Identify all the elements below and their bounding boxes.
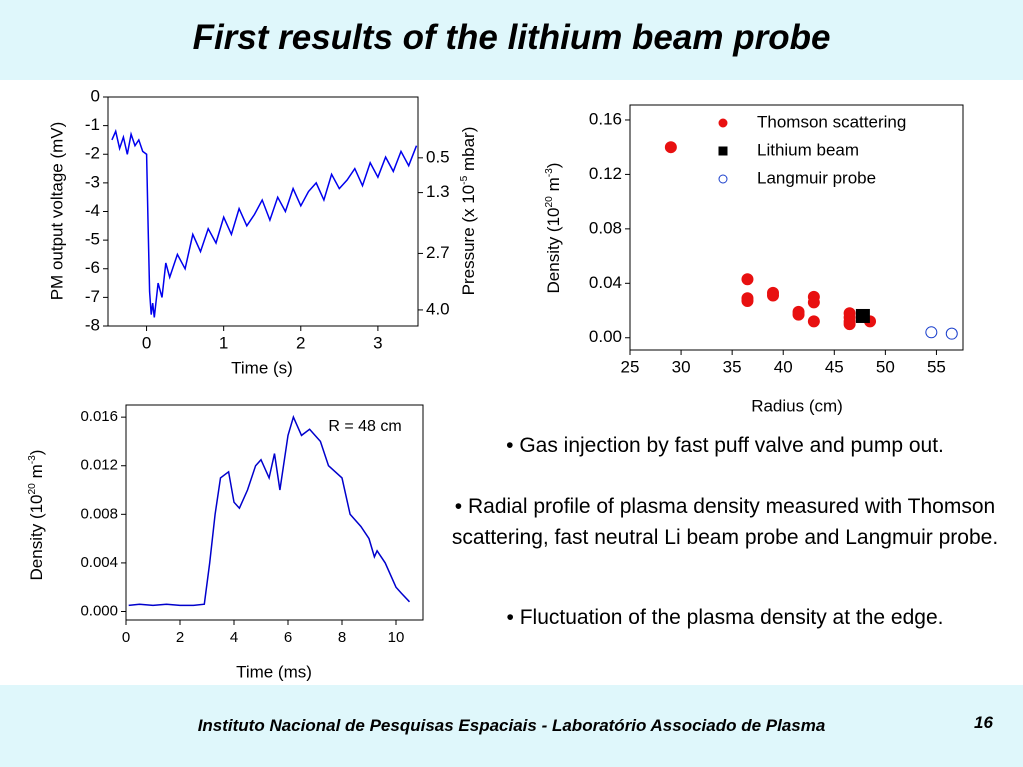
marker <box>945 327 958 340</box>
x-tick-label: 1 <box>219 333 228 352</box>
plot-frame <box>125 404 424 621</box>
x-tick-label: 0 <box>122 629 130 646</box>
axis-label-part: 20 <box>27 483 38 495</box>
x-tick-label: 25 <box>621 357 640 376</box>
legend-marker <box>718 174 728 184</box>
legend-label: Langmuir probe <box>757 168 876 187</box>
axis-label-part: ) <box>27 450 46 456</box>
y-tick-label: -3 <box>85 172 100 191</box>
marker <box>792 308 805 321</box>
axis-label: Time (ms) <box>236 662 312 681</box>
y-tick-label: -1 <box>85 115 100 134</box>
y-tick-label: -4 <box>85 201 100 220</box>
line <box>111 128 418 318</box>
legend-label: Thomson scattering <box>757 112 906 131</box>
bullet: • Gas injection by fast puff valve and p… <box>506 434 944 457</box>
y-tick-label: 0.04 <box>589 273 622 292</box>
y-tick-label: 0.008 <box>80 505 118 522</box>
axis-label: Density (1020 m-3) <box>27 450 46 581</box>
x-tick-label: 2 <box>176 629 184 646</box>
marker <box>664 141 677 154</box>
axis-label-part: ) <box>544 163 563 169</box>
x-tick-label: 45 <box>825 357 844 376</box>
legend-marker <box>718 146 728 156</box>
y-tick-label: -7 <box>85 287 100 306</box>
x-tick-label: 2 <box>296 333 305 352</box>
y-tick-label: -2 <box>85 144 100 163</box>
footer: Instituto Nacional de Pesquisas Espaciai… <box>197 716 826 735</box>
y2-tick-label: 2.7 <box>426 243 450 262</box>
axis-label-part: m <box>27 464 46 483</box>
x-tick-label: 6 <box>284 629 292 646</box>
x-tick-label: 50 <box>876 357 895 376</box>
y-tick-label: 0.016 <box>80 408 118 425</box>
marker <box>741 295 754 307</box>
y-tick-label: 0 <box>91 86 100 105</box>
y-tick-label: 0.08 <box>589 218 622 237</box>
x-tick-label: 3 <box>373 333 382 352</box>
marker <box>807 296 820 309</box>
annotation: R = 48 cm <box>328 418 401 435</box>
x-tick-label: 0 <box>142 333 151 352</box>
axis-label: PM output voltage (mV) <box>47 122 66 301</box>
y2-tick-label: 0.5 <box>426 147 450 166</box>
bullet: • Fluctuation of the plasma density at t… <box>506 606 944 629</box>
x-tick-label: 30 <box>672 357 691 376</box>
y-tick-label: 0.012 <box>80 457 118 474</box>
y-tick-label: 0.000 <box>80 602 118 619</box>
axis-label-part: Pressure (x 10 <box>459 185 478 296</box>
axis-label-part: -3 <box>544 168 555 177</box>
axis-label-part: m <box>544 177 563 196</box>
axis-label: Density (1020 m-3) <box>544 163 563 294</box>
marker <box>807 315 820 328</box>
y-tick-label: -8 <box>85 315 100 334</box>
line <box>128 414 411 607</box>
x-tick-label: 8 <box>338 629 346 646</box>
axis-label-part: 20 <box>544 196 555 208</box>
x-tick-label: 40 <box>774 357 793 376</box>
axis-label-part: Density (10 <box>544 207 563 293</box>
plot-frame <box>629 104 964 351</box>
y-tick-label: -5 <box>85 230 100 249</box>
axis-label: Radius (cm) <box>751 396 843 415</box>
y-tick-label: 0.12 <box>589 164 622 183</box>
y-tick-label: 0.004 <box>80 554 118 571</box>
plot-frame <box>107 96 419 327</box>
marker <box>855 308 870 323</box>
x-tick-label: 35 <box>723 357 742 376</box>
y2-tick-label: 4.0 <box>426 299 450 318</box>
y-tick-label: -6 <box>85 258 100 277</box>
y-tick-label: 0.00 <box>589 327 622 346</box>
legend-label: Lithium beam <box>757 140 859 159</box>
y-tick-label: 0.16 <box>589 109 622 128</box>
page-number: 16 <box>974 713 993 732</box>
axis-label: Time (s) <box>231 358 293 377</box>
slide-title: First results of the lithium beam probe <box>192 18 831 57</box>
axis-label-part: mbar) <box>459 127 478 176</box>
x-tick-label: 55 <box>927 357 946 376</box>
axis-label-part: -5 <box>459 175 470 184</box>
marker <box>843 318 856 331</box>
axis-label: Pressure (x 10-5 mbar) <box>459 127 478 296</box>
header-band <box>0 0 1023 80</box>
marker <box>767 289 780 302</box>
x-tick-label: 4 <box>230 629 238 646</box>
legend-marker <box>718 118 728 128</box>
y2-tick-label: 1.3 <box>426 182 450 201</box>
footer-band <box>0 685 1023 767</box>
axis-label-part: Density (10 <box>27 494 46 580</box>
marker <box>741 273 754 286</box>
bullet: • Radial profile of plasma density measu… <box>451 495 999 549</box>
axis-label-part: -3 <box>27 455 38 464</box>
marker <box>925 326 938 339</box>
x-tick-label: 10 <box>388 629 405 646</box>
